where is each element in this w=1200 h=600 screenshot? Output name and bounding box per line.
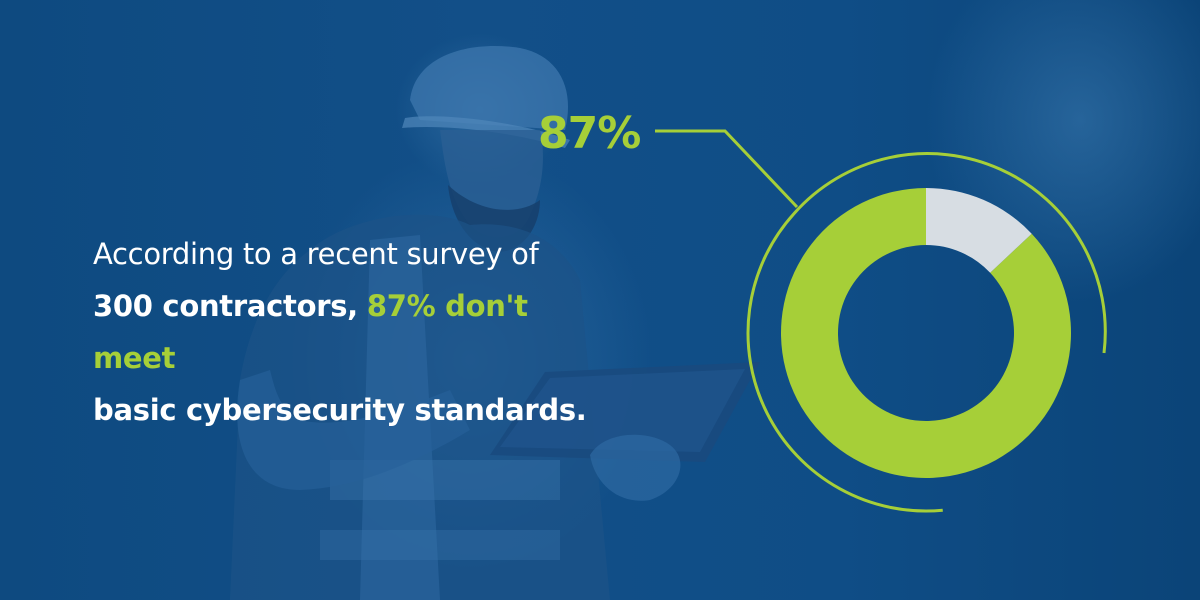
donut-slice-0 <box>780 188 1071 478</box>
headline-line-1: According to a recent survey of <box>93 237 539 271</box>
chart-percent-label: 87% <box>538 108 641 159</box>
headline-text: According to a recent survey of 300 cont… <box>93 228 613 436</box>
donut-slices <box>780 188 1071 478</box>
headline-line-2-bold: 300 contractors, <box>93 289 358 323</box>
leader-line <box>655 129 799 209</box>
donut-slice-1 <box>926 188 1032 273</box>
outer-ring-arc <box>746 152 1107 513</box>
headline-line-3: basic cybersecurity standards. <box>93 393 587 427</box>
headline-line-2-accent: 87% don't meet <box>93 289 528 375</box>
